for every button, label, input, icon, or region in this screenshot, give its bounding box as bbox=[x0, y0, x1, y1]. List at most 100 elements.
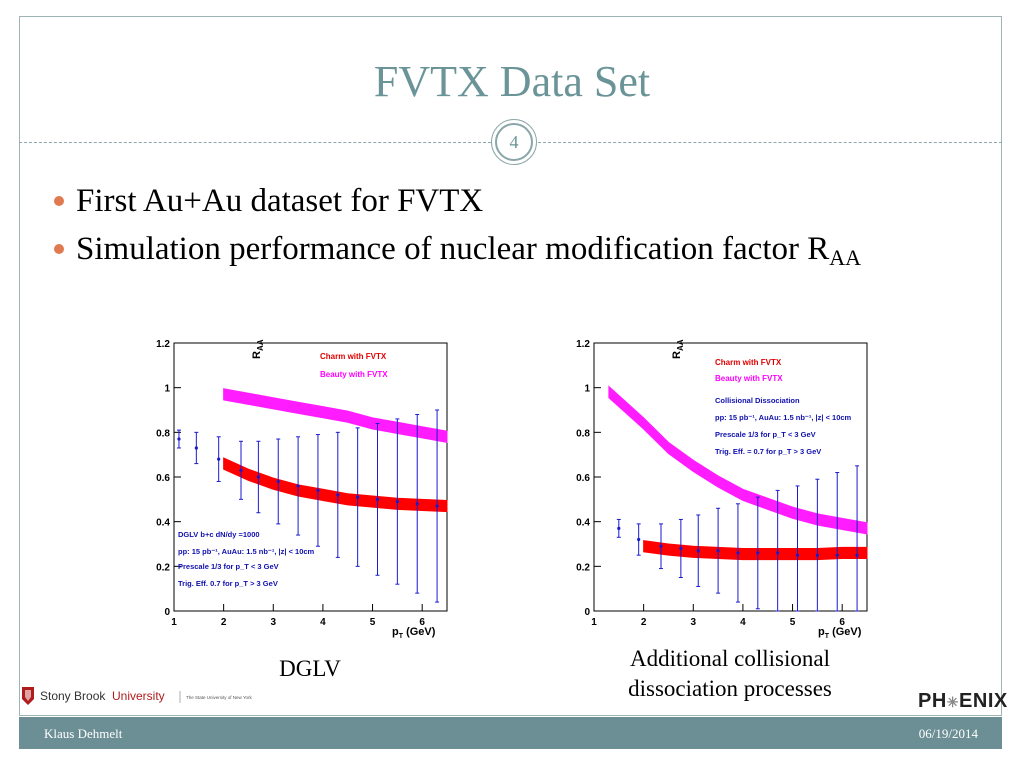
phenix-logo: PH✳ENIX bbox=[918, 690, 1008, 712]
series-band bbox=[223, 388, 448, 443]
data-point bbox=[659, 544, 663, 548]
data-point bbox=[217, 457, 221, 461]
svg-text:The State University of New Yo: The State University of New York bbox=[186, 695, 253, 700]
plot-note: Trig. Eff. 0.7 for p_T > 3 GeV bbox=[178, 579, 278, 588]
y-axis-label: RAA bbox=[251, 339, 265, 359]
svg-text:Stony Brook: Stony Brook bbox=[40, 689, 106, 703]
caption-dglv: DGLV bbox=[279, 656, 341, 681]
y-tick-label: 1.2 bbox=[576, 339, 590, 350]
plot-note: Trig. Eff. = 0.7 for p_T > 3 GeV bbox=[715, 447, 821, 456]
bullet-item: Simulation performance of nuclear modifi… bbox=[50, 228, 970, 279]
data-point bbox=[296, 484, 300, 488]
data-point bbox=[256, 475, 260, 479]
plot-note: Prescale 1/3 for p_T < 3 GeV bbox=[715, 430, 816, 439]
footer-date: 06/19/2014 bbox=[918, 726, 978, 741]
y-tick-label: 0.8 bbox=[156, 428, 170, 439]
caption-line: Additional collisional bbox=[630, 646, 830, 671]
x-tick-label: 2 bbox=[221, 617, 227, 628]
series-band bbox=[223, 457, 448, 513]
x-tick-label: 1 bbox=[171, 617, 177, 628]
data-point bbox=[696, 549, 700, 553]
y-tick-label: 1 bbox=[584, 384, 590, 395]
x-tick-label: 4 bbox=[740, 617, 746, 628]
collisional-raa-plot: 0 0.2 0.4 0.6 0.8 1 1.2 1 2 3 4 5 6 RAA pT (GeV) Charm … bbox=[560, 335, 875, 640]
y-tick-label: 0 bbox=[584, 607, 590, 618]
caption-line: dissociation processes bbox=[628, 676, 832, 701]
y-tick-label: 0.6 bbox=[156, 473, 170, 484]
y-tick-label: 1.2 bbox=[156, 339, 170, 350]
x-tick-label: 4 bbox=[320, 617, 326, 628]
title-divider-left bbox=[19, 142, 491, 143]
bullet-text: Simulation performance of nuclear modifi… bbox=[76, 231, 830, 267]
bullet-dot-icon bbox=[54, 196, 64, 206]
data-point bbox=[815, 553, 819, 557]
y-tick-label: 1 bbox=[164, 384, 170, 395]
x-tick-label: 6 bbox=[419, 617, 425, 628]
x-tick-label: 3 bbox=[270, 617, 276, 628]
bullet-text: First Au+Au dataset for FVTX bbox=[76, 183, 484, 219]
data-point bbox=[375, 497, 380, 501]
plot-note: Collisional Dissociation bbox=[715, 396, 800, 405]
data-point bbox=[776, 551, 780, 555]
data-point bbox=[855, 553, 859, 557]
data-point bbox=[756, 551, 760, 555]
data-point bbox=[617, 526, 621, 530]
legend-beauty: Beauty with FVTX bbox=[715, 374, 783, 383]
legend-charm: Charm with FVTX bbox=[320, 352, 387, 361]
data-point bbox=[679, 546, 683, 551]
x-tick-label: 5 bbox=[790, 617, 796, 628]
title-divider-right bbox=[538, 142, 1002, 143]
y-tick-label: 0.8 bbox=[576, 428, 590, 439]
legend-charm: Charm with FVTX bbox=[715, 358, 782, 367]
data-point bbox=[356, 495, 360, 499]
dglv-raa-plot: 0 0.2 0.4 0.6 0.8 1 1.2 1 2 3 4 5 6 RAA pT (GeV) Charm … bbox=[140, 335, 455, 640]
data-point bbox=[716, 549, 720, 553]
data-point bbox=[239, 468, 243, 472]
y-tick-label: 0.2 bbox=[156, 562, 170, 573]
slide-title: FVTX Data Set bbox=[373, 57, 651, 106]
data-point bbox=[637, 537, 641, 542]
y-tick-label: 0.2 bbox=[576, 562, 590, 573]
y-axis-label: RAA bbox=[671, 339, 685, 359]
data-point bbox=[835, 553, 839, 557]
bullet-list: First Au+Au dataset for FVTX Simulation … bbox=[50, 180, 970, 285]
footer-bar bbox=[19, 717, 1002, 749]
bullet-item: First Au+Au dataset for FVTX bbox=[50, 180, 970, 222]
x-tick-label: 3 bbox=[690, 617, 696, 628]
y-tick-label: 0.4 bbox=[576, 518, 590, 529]
bullet-dot-icon bbox=[54, 244, 64, 254]
x-tick-label: 6 bbox=[839, 617, 845, 628]
plot-frame bbox=[593, 342, 868, 612]
y-tick-label: 0.6 bbox=[576, 473, 590, 484]
data-point bbox=[316, 488, 320, 492]
stony-brook-logo: Stony Brook University The State Univers… bbox=[22, 687, 253, 705]
x-tick-label: 2 bbox=[641, 617, 647, 628]
data-point bbox=[177, 437, 181, 441]
x-axis-label: pT (GeV) bbox=[392, 626, 436, 640]
caption-collisional: Additional collisional dissociation proc… bbox=[590, 644, 870, 704]
data-point bbox=[276, 479, 280, 484]
x-axis-label: pT (GeV) bbox=[818, 626, 862, 640]
plot-note: pp: 15 pb⁻¹, AuAu: 1.5 nb⁻¹, |z| < 10cm bbox=[715, 413, 852, 422]
series-band bbox=[608, 385, 868, 535]
bullet-subscript: AA bbox=[829, 245, 862, 270]
page-number: 4 bbox=[495, 123, 533, 161]
data-point bbox=[415, 502, 419, 506]
data-point bbox=[736, 551, 740, 555]
legend-beauty: Beauty with FVTX bbox=[320, 370, 388, 379]
data-point bbox=[395, 499, 399, 504]
y-tick-label: 0 bbox=[164, 607, 170, 618]
data-point bbox=[795, 553, 800, 557]
data-point bbox=[194, 446, 198, 450]
plot-note: pp: 15 pb⁻¹, AuAu: 1.5 nb⁻¹, |z| < 10cm bbox=[178, 547, 315, 556]
plot-note: DGLV b+c dN/dy =1000 bbox=[178, 530, 260, 539]
x-tick-label: 5 bbox=[370, 617, 376, 628]
series-band bbox=[643, 540, 868, 561]
data-point bbox=[336, 493, 340, 497]
page-number-badge: 4 bbox=[491, 119, 537, 165]
y-tick-label: 0.4 bbox=[156, 518, 170, 529]
plot-note: Prescale 1/3 for p_T < 3 GeV bbox=[178, 562, 279, 571]
footer-author: Klaus Dehmelt bbox=[44, 726, 123, 741]
x-tick-label: 1 bbox=[591, 617, 597, 628]
